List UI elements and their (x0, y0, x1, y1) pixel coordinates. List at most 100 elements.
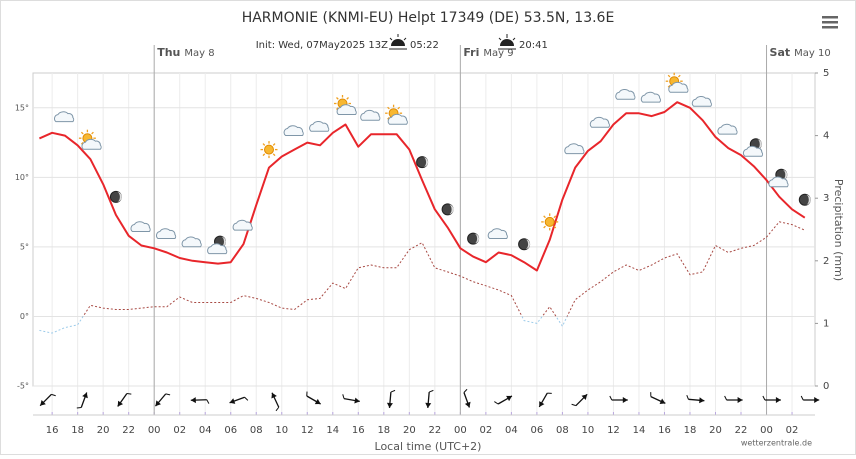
wind-feather (76, 407, 82, 409)
sun-ray (397, 106, 401, 110)
wind-feather (429, 389, 434, 393)
x-tick-label: 20 (403, 425, 416, 436)
weather-icon (589, 116, 610, 128)
x-tick-label: 20 (709, 425, 722, 436)
wind-arrow (229, 396, 249, 404)
day-weekday: Fri (463, 46, 479, 59)
x-tick-label: 10 (275, 425, 288, 436)
sun-ray (346, 97, 349, 100)
wind-arrow (650, 392, 666, 404)
wind-feather (165, 393, 171, 396)
x-tick-label: 22 (428, 425, 441, 436)
weather-icon (742, 138, 764, 157)
wind-head (659, 398, 666, 404)
sun-ray (543, 215, 546, 219)
cloud (130, 221, 151, 232)
wind-arrow (494, 395, 513, 405)
wind-head (775, 397, 781, 403)
wind-arrow (463, 388, 471, 408)
weather-icon (665, 72, 689, 93)
moon-crescent (525, 239, 531, 250)
x-tick-label: 14 (633, 425, 646, 436)
y2-tick-label: 1 (823, 318, 829, 329)
x-tick-label: 18 (71, 425, 84, 436)
y-tick-label: 15° (15, 103, 29, 112)
menu-button[interactable] (822, 16, 838, 29)
weather-icon (640, 91, 661, 103)
day-date: May 9 (483, 48, 513, 59)
sunrise-time: 05:22 (410, 40, 439, 51)
weather-icon (518, 238, 531, 251)
x-tick-label: 04 (199, 425, 212, 436)
cloud (717, 123, 738, 135)
wind-feather (306, 391, 308, 397)
wind-arrow (724, 395, 743, 403)
day-label: Sat May 10 (770, 46, 831, 59)
wind-feather (244, 396, 249, 401)
sunset-icon (498, 34, 516, 50)
temperature-line (38, 101, 806, 272)
wind-head (40, 400, 46, 406)
y2-tick-label: 5 (823, 68, 829, 79)
y2-tick-label: 2 (823, 256, 829, 267)
weather-icon (467, 232, 480, 245)
x-tick-label: 22 (122, 425, 135, 436)
sun-ray (667, 74, 671, 78)
wind-head (354, 397, 360, 404)
cloud (589, 116, 610, 128)
sun-ray (553, 215, 557, 219)
wind-arrow (571, 393, 588, 407)
x-tick-label: 16 (46, 425, 59, 436)
sunset-time: 20:41 (519, 40, 548, 51)
x-tick-label: 08 (556, 425, 569, 436)
wind-head (386, 402, 393, 408)
wind-head (814, 397, 820, 403)
wind-head (314, 398, 321, 405)
wind-arrow (425, 389, 434, 409)
weather-icon (207, 235, 228, 255)
weather-icon (768, 168, 789, 188)
x-tick-label: 04 (505, 425, 518, 436)
weather-icon (260, 141, 278, 159)
weather-icon (181, 236, 202, 248)
wind-head (506, 395, 512, 402)
y-tick-label: 5° (20, 242, 29, 251)
weather-icon (283, 125, 304, 136)
x-tick-label: 00 (148, 425, 161, 436)
wind-head (425, 402, 432, 408)
moon-crescent (474, 233, 480, 244)
wind-feather (51, 393, 56, 397)
cloud (387, 113, 408, 125)
sun-ray (543, 225, 546, 229)
x-tick-label: 02 (480, 425, 493, 436)
wind-feather (342, 394, 345, 399)
weather-icon (156, 228, 177, 239)
x-tick-label: 14 (326, 425, 339, 436)
wind-feather (571, 403, 577, 407)
wind-arrow (154, 393, 171, 407)
cloud (207, 243, 228, 255)
sun-ray (387, 106, 390, 110)
weather-icon (109, 190, 122, 203)
wind-arrow (117, 392, 132, 407)
wind-head (622, 397, 628, 403)
y-tick-label: -5° (17, 382, 29, 391)
weather-icon (691, 96, 712, 107)
wind-head (699, 397, 705, 404)
x-tick-label: 00 (454, 425, 467, 436)
moon-crescent (116, 191, 122, 202)
wind-arrow (190, 397, 210, 404)
cloud (487, 228, 508, 239)
day-weekday: Sat (770, 46, 791, 59)
moon-crescent (805, 194, 811, 205)
weather-icon (487, 228, 508, 239)
cloud (54, 111, 75, 123)
y-tick-label: 0° (20, 312, 29, 321)
weather-icon (441, 203, 454, 216)
wind-feather (800, 395, 804, 401)
x-tick-label: 08 (250, 425, 263, 436)
sun-ray (91, 131, 94, 135)
sunrise-icon (389, 34, 407, 50)
chart-subtitle: Init: Wed, 07May2025 13Z (256, 40, 388, 51)
wind-feather (686, 394, 689, 400)
